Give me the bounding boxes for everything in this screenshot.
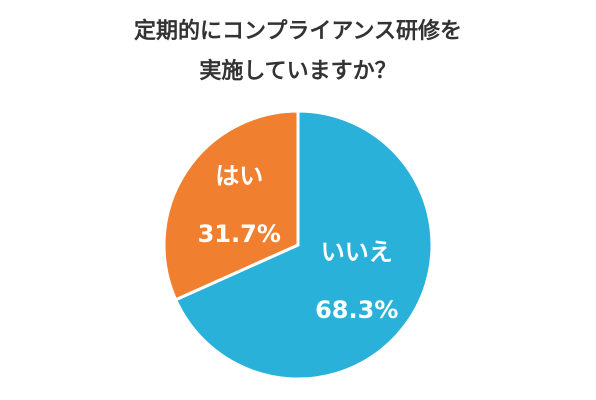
chart-title: 実施していますか？ bbox=[199, 58, 396, 84]
value-label: 68.3% bbox=[315, 296, 398, 324]
pie-slice bbox=[162, 109, 300, 302]
pie-slice bbox=[173, 109, 434, 381]
value-label: 31.7% bbox=[198, 220, 281, 248]
chart-title: 定期的にコンプライアンス研修を bbox=[134, 18, 462, 44]
slice-label: いいえ bbox=[321, 238, 393, 266]
slice-label: はい bbox=[215, 162, 263, 190]
